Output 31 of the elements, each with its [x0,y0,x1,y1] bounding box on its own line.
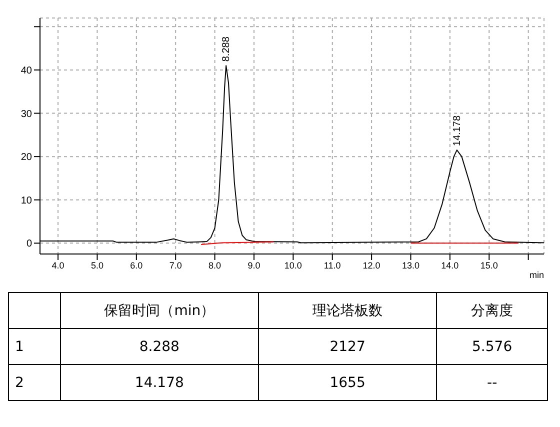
text: 理论塔板数 [258,292,437,328]
text: -- [436,364,548,400]
x-tick-label: 12.0 [362,260,380,270]
x-tick-label: 5.0 [90,260,104,270]
annotation: 8.288 [221,36,232,62]
y-tick-label: 20 [20,152,32,164]
x-tick-label: 11.0 [324,260,341,270]
annotation: 14.178 [452,115,463,146]
y-tick-label: 30 [20,108,32,120]
text: 2 [8,364,60,400]
x-tick-label: 9.0 [248,260,260,270]
text: 8.288 [60,328,258,364]
text: 保留时间（min） [60,292,258,328]
text: 1655 [258,364,437,400]
text: 5.576 [436,328,548,364]
x-axis-title: min [529,270,544,280]
text: 分离度 [436,292,548,328]
x-tick-label: 14.0 [441,260,459,270]
y-tick-label: 40 [20,66,32,77]
x-tick-label: 13.0 [402,260,420,270]
x-tick-label: 6.0 [130,260,143,270]
x-tick-label: 8.0 [208,260,222,270]
text: 1 [8,328,60,364]
text: 2127 [258,328,437,364]
x-tick-label: 7.0 [169,260,182,270]
x-tick-label: 4.0 [52,260,64,270]
x-tick-label: 15.0 [480,260,498,270]
x-tick-label: 10.0 [284,260,302,270]
text: 14.178 [60,364,258,400]
y-tick-label: 0 [26,238,32,250]
y-tick-label: 10 [20,195,32,206]
